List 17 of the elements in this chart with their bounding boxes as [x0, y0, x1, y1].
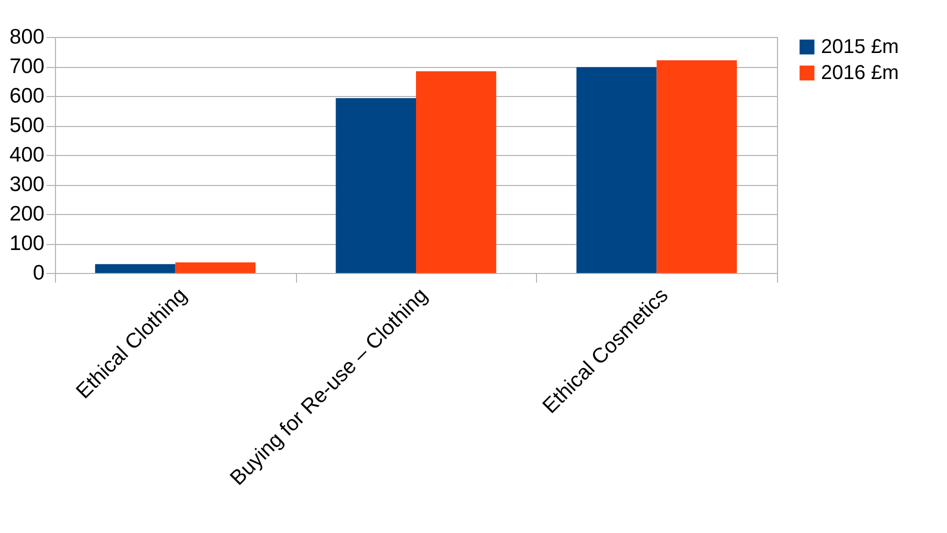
- y-tick-label: 400: [9, 144, 44, 166]
- bar: [336, 98, 416, 273]
- y-tick-label: 800: [9, 26, 44, 48]
- y-tick-label: 500: [9, 114, 44, 137]
- y-tick-label: 600: [9, 84, 44, 108]
- y-tick-label: 100: [9, 232, 44, 255]
- bar: [175, 262, 256, 273]
- legend-label: 2015 £m: [821, 36, 899, 58]
- y-tick-label: 0: [32, 262, 44, 284]
- y-tick-label: 300: [9, 173, 44, 196]
- bar: [576, 67, 657, 273]
- legend-label: 2016 £m: [821, 62, 899, 84]
- bar: [95, 264, 176, 273]
- bar: [656, 60, 737, 273]
- bar: [416, 71, 496, 273]
- y-tick-label: 200: [9, 202, 44, 226]
- y-tick-label: 700: [9, 55, 44, 78]
